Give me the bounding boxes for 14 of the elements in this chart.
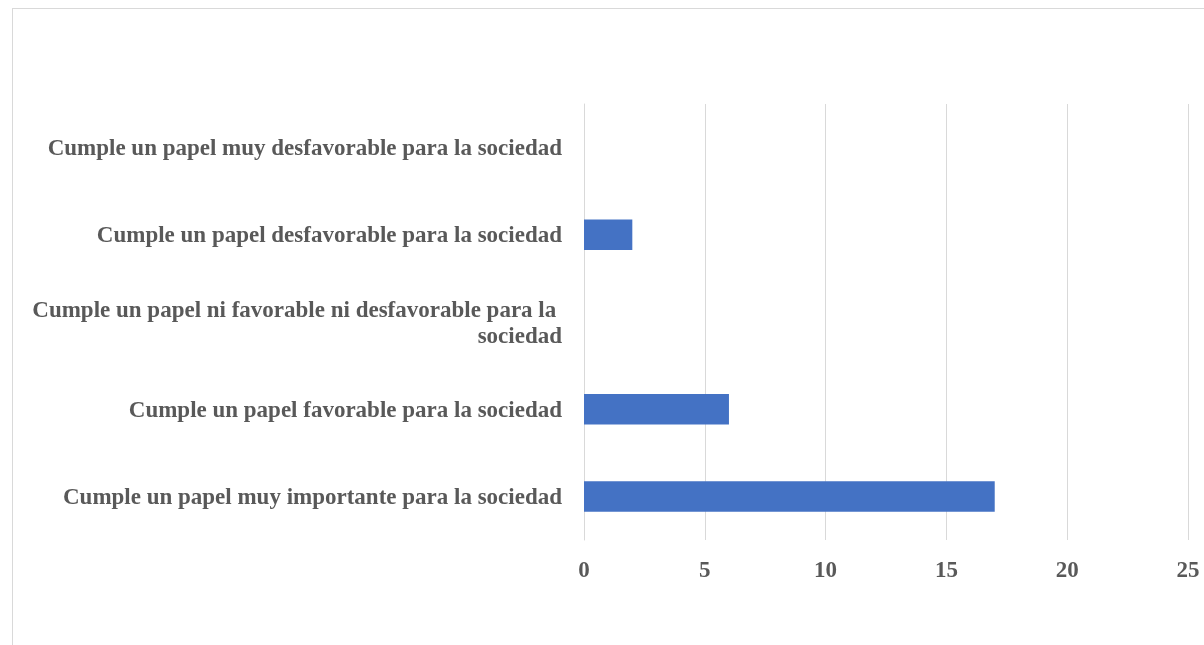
x-tick-label: 10 — [814, 557, 838, 582]
y-tick-label: Cumple un papel muy importante para la sociedad — [62, 483, 563, 509]
x-tick-label: 0 — [578, 557, 590, 582]
bar — [584, 219, 633, 251]
y-tick-label: Cumple un papel desfavorable para la sociedad — [96, 222, 563, 248]
y-tick-label: Cumple un papel favorable para la sociedad — [128, 396, 563, 422]
y-tick-label: Cumple un papel muy desfavorable para la sociedad — [47, 135, 563, 161]
bar — [584, 393, 729, 425]
x-tick-label: 5 — [699, 557, 711, 582]
x-tick-label: 20 — [1055, 557, 1079, 582]
y-tick-label: Cumple un papel ni favorable ni desfavorable para la sociedad — [32, 296, 563, 348]
x-tick-label: 15 — [934, 557, 958, 582]
x-tick-label: 25 — [1176, 557, 1200, 582]
bar — [584, 481, 995, 512]
